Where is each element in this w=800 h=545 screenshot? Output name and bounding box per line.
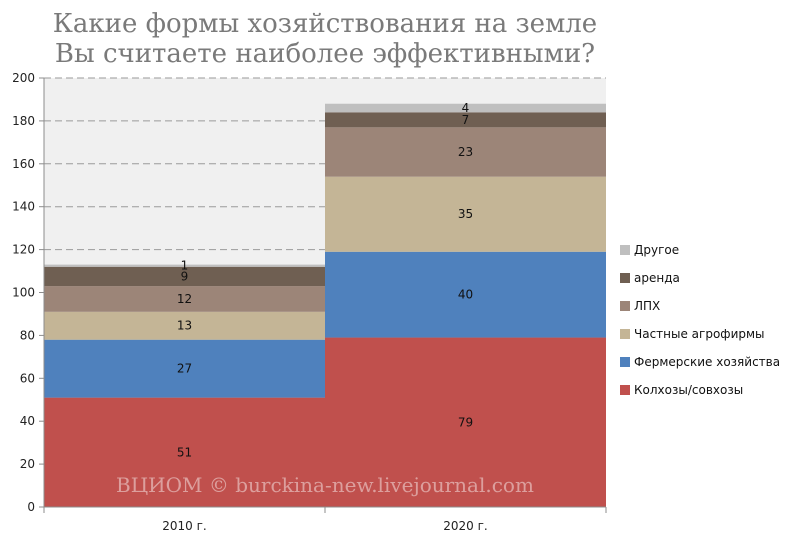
y-tick-label: 100 <box>12 286 35 300</box>
bar-segment <box>44 311 325 340</box>
bar-segment <box>44 397 325 507</box>
legend-swatch <box>620 329 630 339</box>
data-label: 40 <box>458 288 473 302</box>
data-label: 12 <box>177 292 192 306</box>
data-label: 7 <box>462 113 470 127</box>
data-label: 79 <box>458 415 473 429</box>
bar-segment <box>44 286 325 312</box>
watermark: ВЦИОМ © burckina-new.livejournal.com <box>116 473 534 497</box>
y-tick-label: 140 <box>12 200 35 214</box>
legend-label: Частные агрофирмы <box>634 327 765 341</box>
bar-segment <box>325 127 606 177</box>
bar-segment <box>325 112 606 128</box>
legend-swatch <box>620 357 630 367</box>
x-category-label: 2010 г. <box>162 519 206 533</box>
x-category-label: 2020 г. <box>443 519 487 533</box>
y-tick-label: 80 <box>20 328 35 342</box>
legend-label: аренда <box>634 271 680 285</box>
legend-label: Другое <box>634 243 679 257</box>
data-label: 35 <box>458 207 473 221</box>
bar-segment <box>325 337 606 507</box>
y-tick-label: 160 <box>12 157 35 171</box>
chart-title-line-2: Вы считаете наиболее эффективными? <box>55 39 595 69</box>
data-label: 13 <box>177 319 192 333</box>
data-label: 4 <box>462 101 470 115</box>
legend-label: Фермерские хозяйства <box>634 355 780 369</box>
bar-segment <box>325 176 606 252</box>
data-label: 9 <box>181 269 189 283</box>
y-tick-label: 200 <box>12 71 35 85</box>
legend-swatch <box>620 301 630 311</box>
legend-swatch <box>620 385 630 395</box>
y-tick-label: 40 <box>20 414 35 428</box>
data-label: 27 <box>177 362 192 376</box>
legend-swatch <box>620 245 630 255</box>
y-tick-label: 120 <box>12 243 35 257</box>
y-tick-label: 20 <box>20 457 35 471</box>
data-label: 1 <box>181 259 189 273</box>
y-tick-label: 0 <box>27 500 35 514</box>
data-label: 23 <box>458 145 473 159</box>
bar-segment <box>325 251 606 338</box>
y-tick-label: 180 <box>12 114 35 128</box>
bar-segment <box>44 339 325 398</box>
legend-label: Колхозы/совхозы <box>634 383 743 397</box>
data-label: 51 <box>177 445 192 459</box>
legend-swatch <box>620 273 630 283</box>
bar-segment <box>44 266 325 287</box>
chart-title-line-1: Какие формы хозяйствования на земле <box>53 9 597 39</box>
legend-label: ЛПХ <box>634 299 660 313</box>
bar-segment <box>325 103 606 113</box>
y-tick-label: 60 <box>20 371 35 385</box>
bar-segment <box>44 264 325 267</box>
